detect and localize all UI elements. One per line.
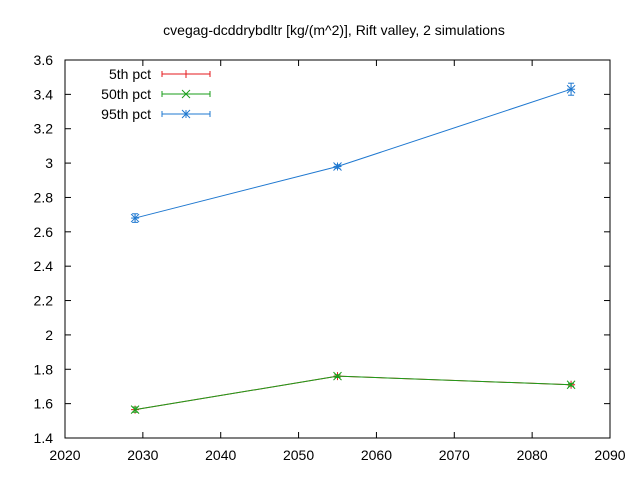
y-tick-label: 1.6: [34, 396, 54, 412]
legend-item: 5th pct: [109, 66, 211, 82]
data-point-stroke: [566, 84, 576, 94]
x-tick-label: 2060: [361, 447, 392, 463]
data-point: [333, 162, 342, 171]
data-point: [566, 380, 576, 390]
x-tick-label: 2080: [517, 447, 548, 463]
data-point-stroke: [130, 213, 140, 223]
legend-marker: [182, 70, 190, 78]
legend-marker: [181, 89, 191, 99]
legend-item: 50th pct: [101, 86, 211, 102]
x-tick-label: 2040: [205, 447, 236, 463]
series-line: [134, 88, 572, 219]
chart-title: cvegag-dcddrybdltr [kg/(m^2)], Rift vall…: [163, 22, 505, 38]
plot-frame: [64, 59, 611, 439]
data-point-stroke: [566, 380, 576, 390]
data-point-stroke: [333, 371, 342, 381]
y-tick-label: 2.8: [34, 189, 54, 205]
series-1: [130, 371, 576, 415]
data-point: [566, 84, 576, 94]
data-point-stroke: [130, 405, 140, 415]
y-tick-label: 3.2: [34, 121, 54, 137]
legend-item: 95th pct: [101, 106, 211, 122]
y-tick-label: 3.6: [34, 52, 54, 68]
y-tick-label: 1.8: [34, 361, 54, 377]
legend-marker: [181, 109, 191, 119]
legend-marker-stroke: [181, 89, 191, 99]
axes: 2020 2030 2040 2050 2060 2070 2080 2090 1.4 1.6 1.…: [34, 52, 626, 463]
series-line: [134, 375, 572, 411]
y-tick-label: 2: [45, 327, 53, 343]
legend-label: 50th pct: [101, 86, 151, 102]
series-layer: [130, 82, 576, 415]
series-0: [131, 372, 576, 414]
x-tick-label: 2020: [49, 447, 80, 463]
data-point-stroke: [333, 162, 342, 171]
data-point: [130, 405, 140, 415]
x-tick-label: 2030: [127, 447, 158, 463]
series-2: [130, 82, 576, 223]
legend: 5th pct 50th pct 95th pct: [101, 66, 211, 122]
x-tick-label: 2070: [439, 447, 470, 463]
x-tick-label: 2090: [594, 447, 625, 463]
x-tick-label: 2050: [283, 447, 314, 463]
y-tick-label: 2.2: [34, 293, 54, 309]
legend-label: 5th pct: [109, 66, 151, 82]
data-point: [333, 371, 342, 381]
y-tick-label: 3: [45, 155, 53, 171]
legend-marker-stroke: [181, 109, 191, 119]
series-line: [134, 375, 572, 411]
legend-label: 95th pct: [101, 106, 151, 122]
y-tick-label: 3.4: [34, 86, 54, 102]
y-tick-label: 2.6: [34, 224, 54, 240]
data-point: [130, 213, 140, 223]
y-tick-label: 1.4: [34, 430, 54, 446]
y-tick-label: 2.4: [34, 258, 54, 274]
